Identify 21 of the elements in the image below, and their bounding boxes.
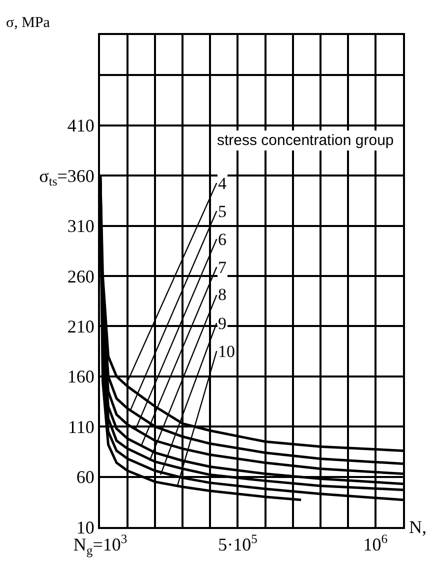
annotation: 8: [218, 285, 226, 304]
y-axis-title: σ, MPa: [6, 15, 50, 31]
annotation: 6: [218, 230, 226, 249]
y-tick-label: 210: [67, 316, 94, 336]
annotation: 7: [218, 258, 227, 277]
y-tick-label: σ$_{ts}$=360: [39, 166, 94, 189]
annotation: stress concentration group: [217, 132, 394, 149]
annotation: 4: [218, 174, 227, 193]
y-tick-label: 310: [67, 216, 94, 236]
x-tick-label: 10$^{6}$: [363, 532, 388, 555]
x-tick-label: 5·10$^{5}$: [218, 532, 258, 555]
x-axis-title: N,: [409, 517, 426, 537]
y-tick-label: 160: [67, 366, 94, 387]
annotation: 9: [218, 314, 226, 333]
y-tick-label: 410: [67, 116, 94, 136]
y-tick-label: 10: [76, 517, 94, 538]
y-tick-label: 260: [67, 266, 94, 286]
y-tick-label: 110: [68, 416, 94, 437]
annotation: 10: [218, 342, 235, 361]
annotation: 5: [218, 202, 226, 221]
y-tick-label: 60: [76, 467, 94, 488]
